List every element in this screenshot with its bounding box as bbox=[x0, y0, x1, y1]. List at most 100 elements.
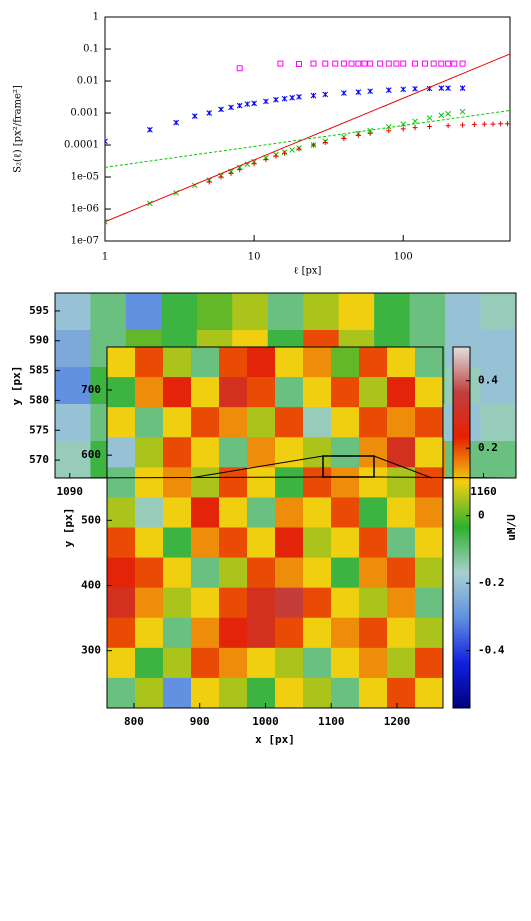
fit-line bbox=[105, 109, 510, 168]
point bbox=[445, 85, 451, 91]
point bbox=[490, 121, 496, 127]
heat-cell bbox=[275, 647, 304, 679]
point bbox=[367, 127, 374, 134]
point bbox=[282, 150, 288, 156]
heat-cell bbox=[275, 617, 304, 649]
heat-cell bbox=[163, 377, 192, 408]
heat-cell bbox=[331, 437, 360, 468]
heat-cell bbox=[331, 617, 360, 649]
point bbox=[296, 93, 302, 100]
y-axis-label: S₂(ℓ) [px²/frame²] bbox=[13, 85, 24, 173]
heat-cell bbox=[247, 497, 276, 528]
plot-frame bbox=[106, 346, 444, 709]
x-axis-label: x [px] bbox=[255, 733, 295, 746]
point bbox=[386, 128, 392, 134]
heat-cell bbox=[191, 557, 220, 589]
point bbox=[459, 108, 466, 115]
x-tick-label: 10 bbox=[248, 252, 261, 263]
heat-cell bbox=[359, 617, 388, 649]
heat-cell bbox=[247, 587, 276, 619]
point bbox=[218, 106, 224, 113]
heat-cell bbox=[107, 437, 136, 468]
x-tick-label: 1090 bbox=[57, 485, 84, 498]
point bbox=[400, 60, 407, 67]
heat-cell bbox=[303, 377, 332, 408]
heat-cell bbox=[107, 647, 136, 679]
zoom-box bbox=[322, 455, 375, 478]
connector bbox=[373, 455, 433, 479]
heat-cell bbox=[219, 407, 248, 438]
heat-cell bbox=[331, 347, 360, 378]
heat-cell bbox=[163, 617, 192, 649]
point bbox=[296, 146, 302, 152]
heat-cell bbox=[387, 617, 416, 649]
point bbox=[236, 65, 243, 72]
colorbar-tick-label: 0.4 bbox=[478, 374, 498, 387]
point bbox=[459, 60, 466, 67]
y-tick-label: 0.1 bbox=[83, 44, 99, 55]
heat-cell bbox=[163, 407, 192, 438]
connector bbox=[54, 476, 324, 479]
heat-cell bbox=[107, 467, 136, 498]
heat-cell bbox=[415, 467, 444, 498]
heat-cell bbox=[135, 557, 164, 589]
x-tick-label: 100 bbox=[394, 252, 413, 263]
heat-cell bbox=[247, 617, 276, 649]
heat-cell bbox=[331, 677, 360, 709]
heat-cell bbox=[359, 647, 388, 679]
point bbox=[228, 170, 234, 176]
x-tick-label: 900 bbox=[190, 715, 210, 728]
heat-cell bbox=[415, 617, 444, 649]
heat-cell bbox=[163, 467, 192, 498]
heat-cell bbox=[275, 377, 304, 408]
point bbox=[348, 60, 355, 67]
plot-frame bbox=[104, 16, 511, 242]
point bbox=[438, 60, 445, 67]
y-tick-label: 570 bbox=[29, 453, 49, 466]
heat-cell bbox=[415, 647, 444, 679]
point bbox=[289, 94, 296, 101]
heat-cell bbox=[359, 557, 388, 589]
y-tick-label: 0.001 bbox=[70, 108, 99, 119]
heat-cell bbox=[219, 587, 248, 619]
heat-cell bbox=[219, 617, 248, 649]
y-tick-label: 1e-07 bbox=[71, 236, 99, 247]
point bbox=[322, 139, 328, 145]
heat-cell bbox=[359, 587, 388, 619]
point bbox=[400, 121, 407, 127]
heat-cell bbox=[107, 527, 136, 559]
point bbox=[355, 132, 361, 138]
fit-line bbox=[105, 53, 510, 223]
point bbox=[445, 60, 452, 67]
heat-cell bbox=[415, 347, 444, 378]
heat-cell bbox=[359, 347, 388, 378]
heat-cell bbox=[107, 587, 136, 619]
heat-cell bbox=[359, 407, 388, 438]
heat-cell bbox=[107, 557, 136, 589]
heat-cell bbox=[55, 441, 91, 479]
heat-cell bbox=[163, 557, 192, 589]
heat-cell bbox=[247, 647, 276, 679]
heat-cell bbox=[247, 467, 276, 498]
heat-cell bbox=[191, 647, 220, 679]
heat-cell bbox=[107, 407, 136, 438]
point bbox=[367, 88, 374, 95]
colorbar-tick-label: -0.4 bbox=[478, 644, 505, 657]
heat-cell bbox=[247, 407, 276, 438]
point bbox=[385, 123, 392, 130]
point bbox=[426, 115, 433, 121]
heat-cell bbox=[303, 677, 332, 709]
y-tick-label: 575 bbox=[29, 423, 49, 436]
heat-cell bbox=[415, 557, 444, 589]
point bbox=[504, 121, 510, 127]
y-tick-label: 0.01 bbox=[77, 76, 99, 87]
heat-cell bbox=[135, 347, 164, 378]
y-tick-label: 400 bbox=[81, 578, 101, 591]
x-tick-label: 1160 bbox=[470, 485, 497, 498]
point bbox=[498, 121, 504, 127]
point bbox=[244, 101, 251, 107]
heat-cell bbox=[219, 647, 248, 679]
y-tick-label: 600 bbox=[81, 448, 101, 461]
heat-cell bbox=[275, 467, 304, 498]
heat-cell bbox=[135, 617, 164, 649]
